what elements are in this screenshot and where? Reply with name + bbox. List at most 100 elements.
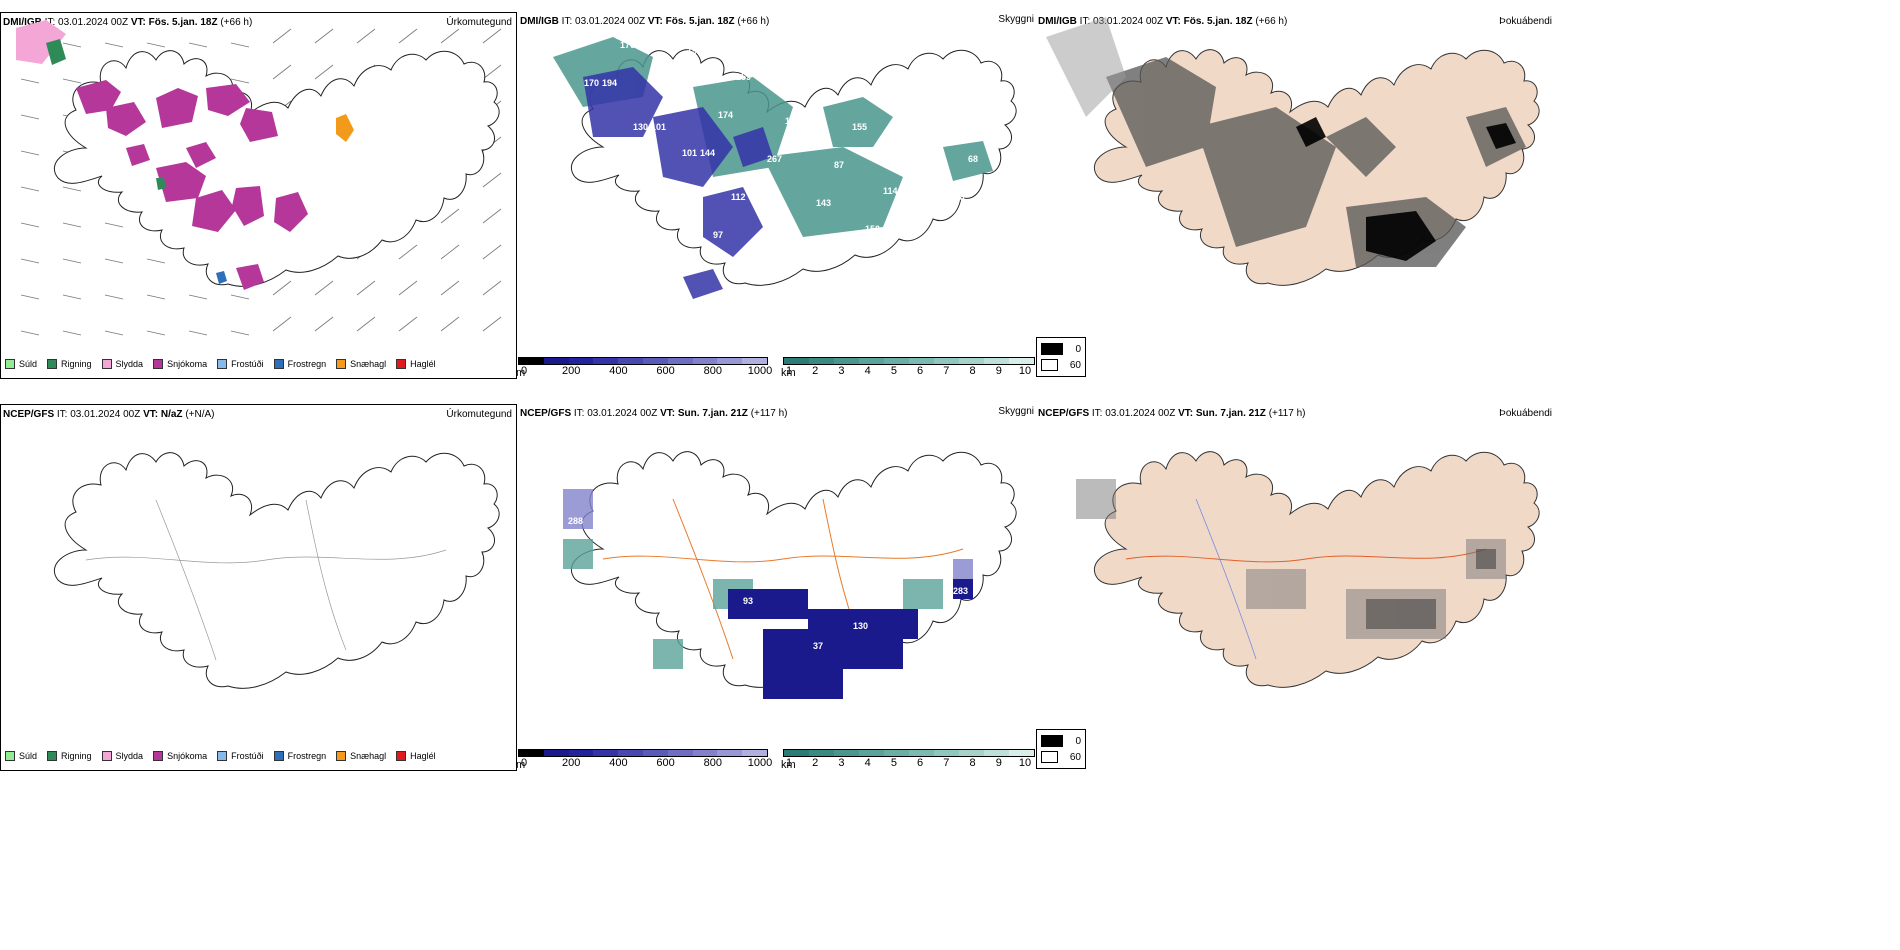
legend-item: Haglél — [396, 751, 436, 761]
panel-title: NCEP/GFS IT: 03.01.2024 00Z VT: Sun. 7.j… — [520, 408, 787, 419]
colorbar-segment — [809, 750, 834, 756]
colorbar-tick: 1 — [785, 365, 793, 377]
legend-item: Súld — [5, 751, 37, 761]
cloud-base-label: 145 — [888, 46, 903, 56]
cloud-base-label: 170 — [584, 78, 599, 88]
colorbar-tick: 200 — [562, 365, 581, 377]
colorbar-segment — [984, 750, 1009, 756]
visibility-colorbar: 1 2 3 4 5 6 7 8 9 10 km — [781, 749, 1035, 771]
cloud-base-label: 68 — [968, 154, 978, 164]
legend-label: Frostúði — [231, 751, 264, 761]
vt-label: VT: — [143, 409, 159, 420]
legend-swatch — [101, 359, 112, 369]
legend-label: Frostúði — [231, 359, 264, 369]
model-name: DMI/IGB — [3, 17, 42, 28]
cloud-base-label: 133 — [937, 72, 952, 82]
legend-label: Súld — [19, 751, 38, 761]
issue-time: 03.01.2024 00Z — [1093, 16, 1164, 27]
colorbar-segment — [519, 358, 544, 364]
colorbar-segment — [1009, 750, 1034, 756]
valid-time: N/aZ — [160, 409, 183, 420]
legend-swatch — [273, 359, 284, 369]
colorbar-tick: 6 — [917, 365, 924, 377]
fog-map — [1046, 17, 1540, 286]
cloud-base-label: 34 — [646, 224, 656, 234]
colorbar-segment — [934, 358, 959, 364]
cloud-base-label: 93 — [743, 596, 753, 606]
cloud-base-label: 112 — [731, 192, 746, 202]
colorbar-unit: km — [781, 759, 796, 771]
legend-item: Snjókoma — [153, 751, 207, 761]
colorbar-tick: 6 — [917, 757, 924, 769]
issue-time: 03.01.2024 00Z — [587, 408, 658, 419]
colorbar-tick: 5 — [890, 757, 897, 769]
fog-legend-item: 60 — [1041, 357, 1081, 373]
legend-item: Rigning — [47, 359, 92, 369]
colorbar-segment — [667, 750, 693, 756]
legend-item: Frostúði — [217, 751, 264, 761]
issue-time: 03.01.2024 00Z — [70, 409, 141, 420]
colorbar-tick: 7 — [943, 365, 950, 377]
variable-name: Skyggni — [998, 406, 1034, 417]
colorbar-segment — [717, 750, 743, 756]
vt-label: VT: — [647, 16, 663, 27]
cloud-base-label: 130 — [633, 122, 648, 132]
cloud-base-label: 118 — [950, 192, 965, 202]
legend-label: Rigning — [61, 359, 92, 369]
legend-label: Snjókoma — [167, 359, 208, 369]
legend-item: Snæhagl — [336, 359, 386, 369]
panel-title: DMI/IGB IT: 03.01.2024 00Z VT: Fös. 5.ja… — [3, 17, 252, 28]
legend-label: Haglél — [410, 359, 436, 369]
model-name: DMI/IGB — [520, 16, 559, 27]
colorbar-segment — [834, 358, 859, 364]
fog-legend-item: 0 — [1041, 733, 1081, 749]
cloud-base-label: 58 — [932, 230, 942, 240]
legend-swatch — [336, 751, 347, 761]
cloud-base-label: 176 — [620, 40, 635, 50]
fog-panel-bottom: NCEP/GFS IT: 03.01.2024 00Z VT: Sun. 7.j… — [1036, 404, 1556, 771]
legend-label: Rigning — [61, 751, 92, 761]
model-name: NCEP/GFS — [520, 408, 572, 419]
cloud-base-label: 87 — [579, 236, 589, 246]
colorbar-segment — [593, 358, 619, 364]
colorbar-tick: 600 — [656, 757, 675, 769]
vt-label: VT: — [1165, 16, 1181, 27]
fog-legend-label: 0 — [1075, 735, 1081, 747]
precip-panel-top: DMI/IGB IT: 03.01.2024 00Z VT: Fös. 5.ja… — [0, 12, 517, 379]
legend-label: Snjókoma — [167, 751, 208, 761]
lead-time: (+66 h) — [1255, 16, 1288, 27]
panel-title: DMI/IGB IT: 03.01.2024 00Z VT: Fös. 5.ja… — [520, 16, 769, 27]
colorbar-segment — [859, 750, 884, 756]
cloud-base-label: 283 — [953, 586, 968, 596]
colorbar-tick: 9 — [995, 757, 1002, 769]
legend-swatch — [273, 751, 284, 761]
panel-title: NCEP/GFS IT: 03.01.2024 00Z VT: N/aZ (+N… — [3, 409, 215, 420]
colorbar-tick: 10 — [1018, 365, 1032, 377]
lead-time: (+66 h) — [220, 17, 253, 28]
legend-item: Rigning — [47, 751, 92, 761]
colorbar-segment — [742, 750, 767, 756]
model-name: DMI/IGB — [1038, 16, 1077, 27]
legend-swatch — [101, 751, 112, 761]
vt-label: VT: — [130, 17, 146, 28]
legend-swatch — [396, 359, 407, 369]
cloud-panel-top: DMI/IGB IT: 03.01.2024 00Z VT: Fös. 5.ja… — [516, 12, 1036, 379]
lead-time: (+N/A) — [185, 409, 215, 420]
precip-map — [16, 20, 502, 336]
colorbar-tick: 400 — [609, 365, 628, 377]
colorbar-segment — [859, 358, 884, 364]
fog-map — [1076, 451, 1540, 688]
cloud-base-label: 288 — [568, 516, 583, 526]
it-label: IT: — [44, 17, 56, 28]
cloud-base-label: 101 — [651, 122, 666, 132]
colorbar-tick: 1000 — [747, 757, 773, 769]
cloud-base-label: 125 — [901, 148, 916, 158]
colorbar-tick: 4 — [864, 757, 871, 769]
it-label: IT: — [56, 409, 68, 420]
legend-swatch — [5, 751, 15, 761]
colorbar-tick: 0 — [520, 365, 528, 377]
it-label: IT: — [1079, 16, 1091, 27]
colorbar-tick: 7 — [943, 757, 950, 769]
colorbar-tick: 800 — [703, 757, 722, 769]
colorbar-segment — [593, 750, 619, 756]
